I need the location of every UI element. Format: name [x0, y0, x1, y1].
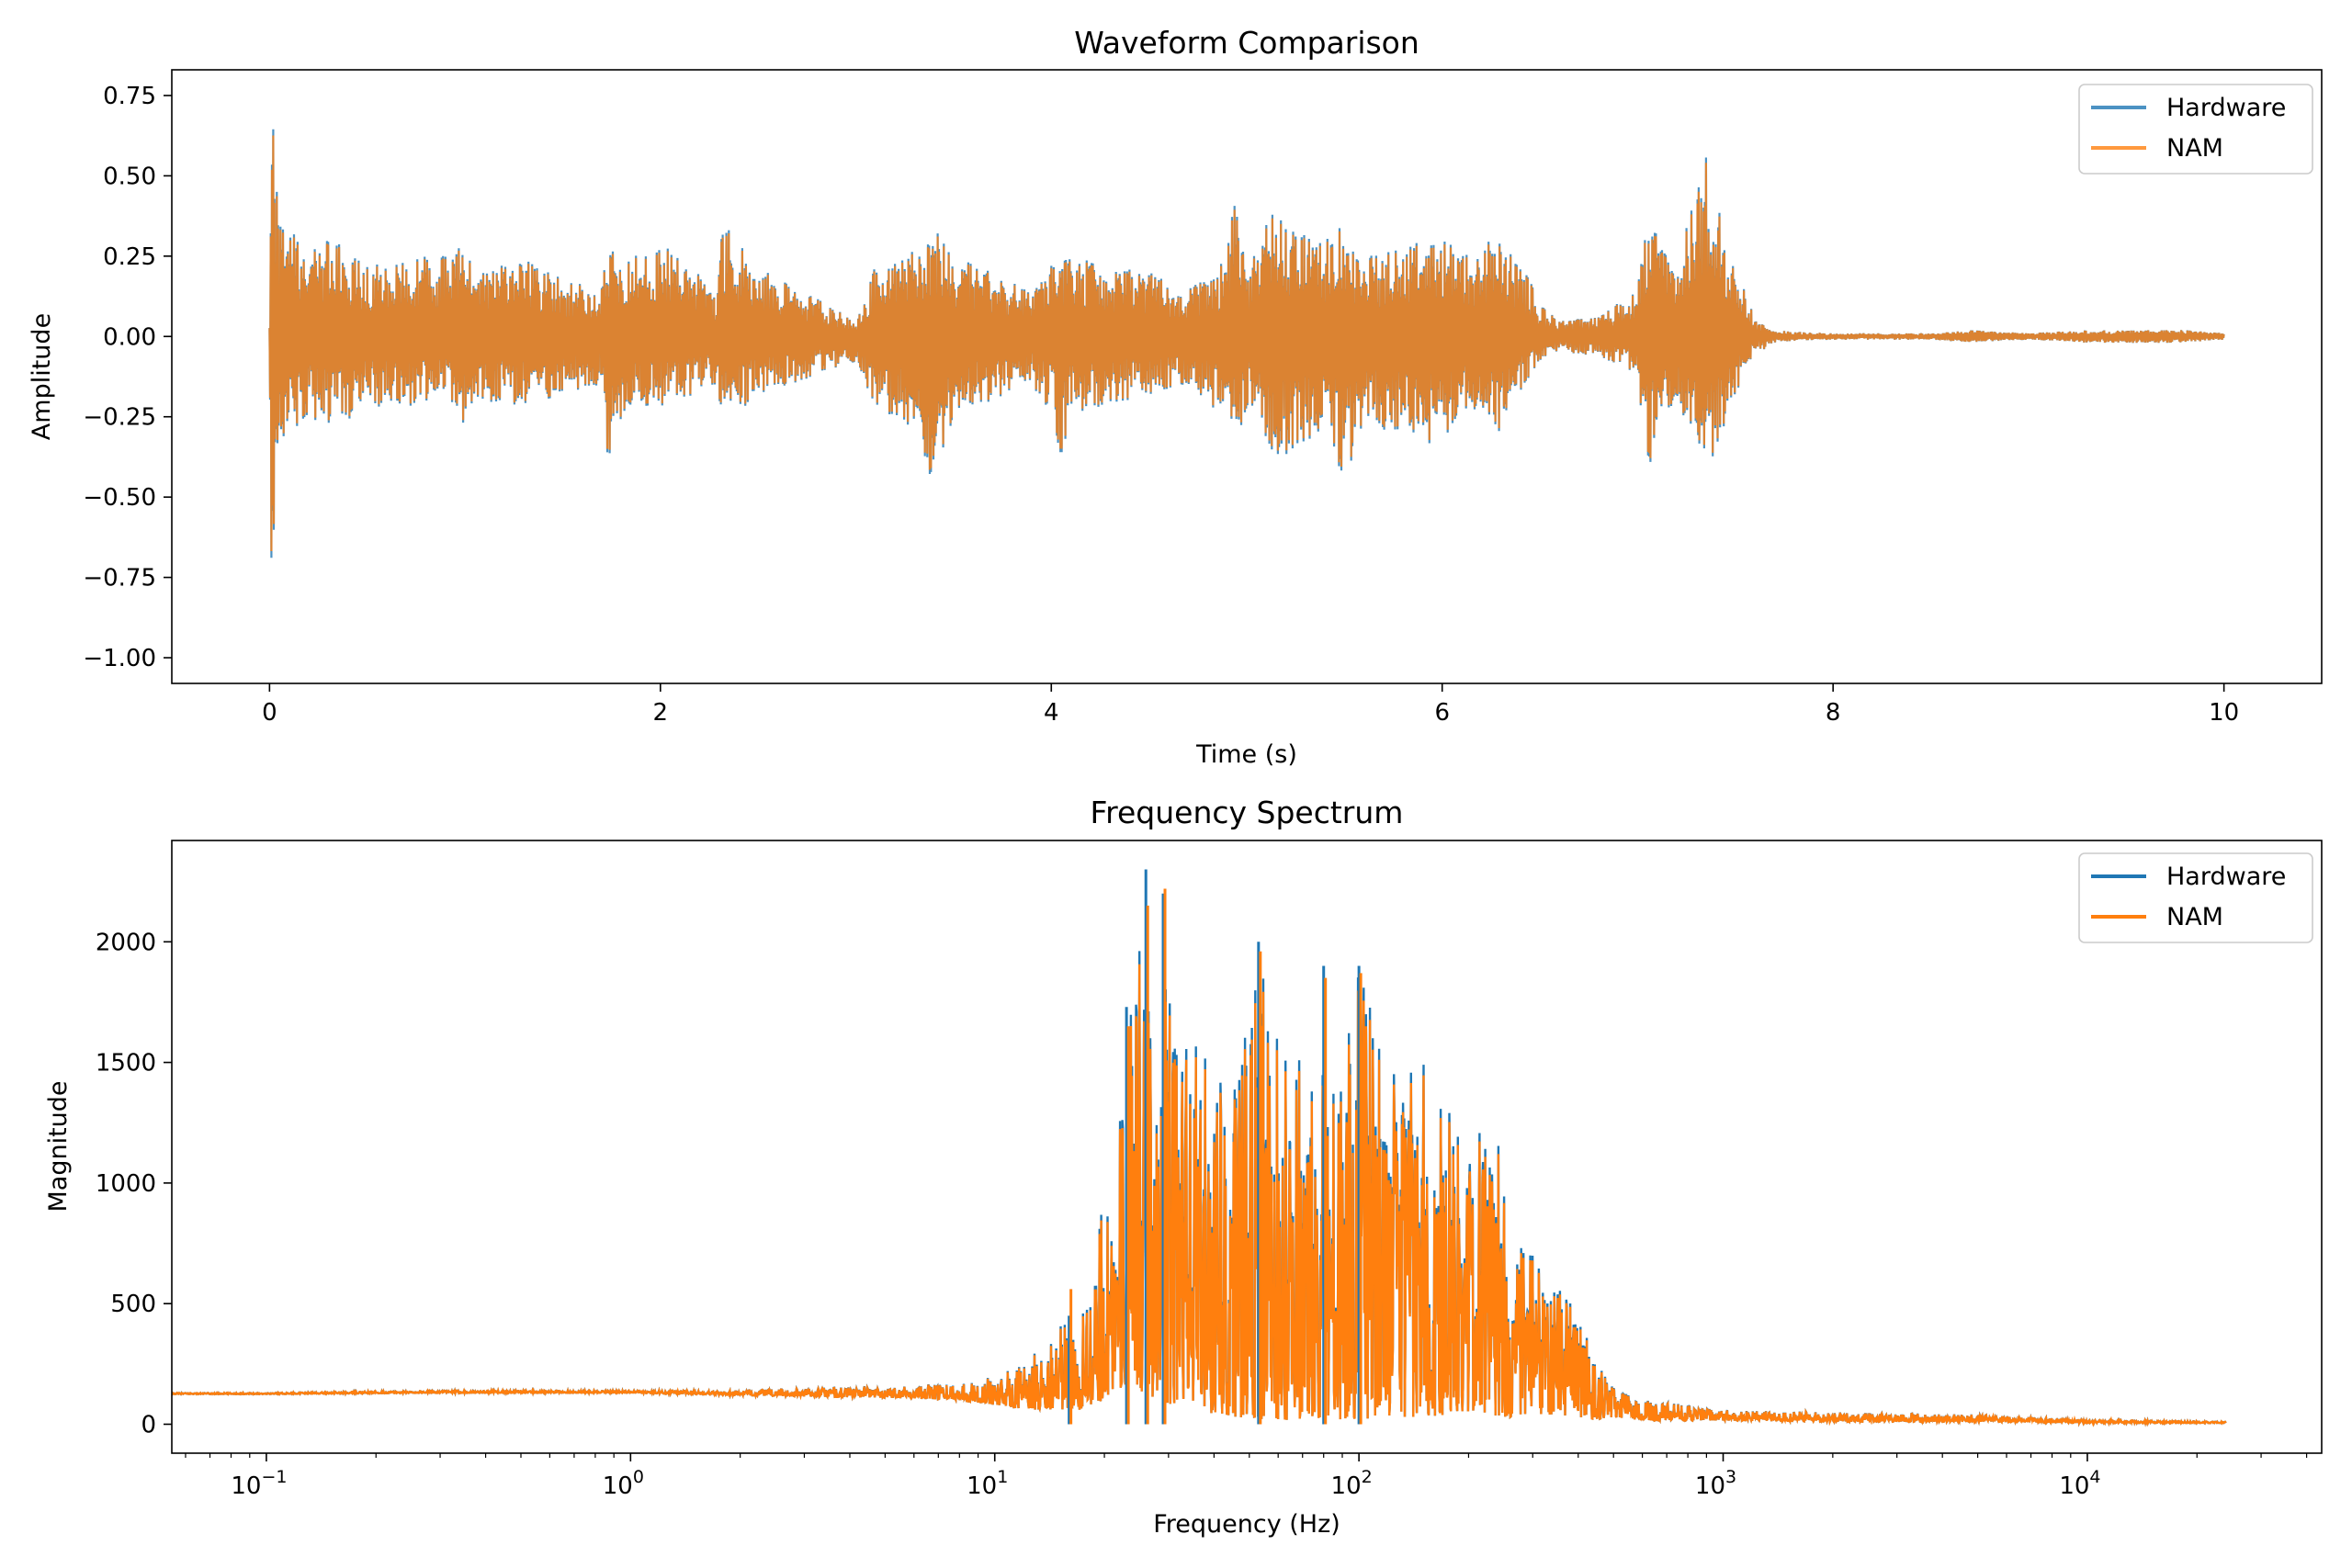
- waveform-x-tick-label: 4: [1044, 699, 1059, 727]
- spectrum-y-ticks: 0 500 1000 1500 2000: [96, 929, 172, 1438]
- waveform-x-tick-label: 8: [1826, 699, 1841, 727]
- spectrum-chart-title: Frequency Spectrum: [1091, 795, 1404, 830]
- spectrum-y-tick-label: 0: [141, 1411, 156, 1438]
- waveform-x-axis-label: Time (s): [1195, 740, 1297, 769]
- waveform-x-tick-label: 0: [262, 699, 277, 727]
- waveform-y-tick-label: 0.50: [103, 163, 156, 190]
- waveform-y-tick-label: 0.75: [103, 83, 156, 110]
- waveform-y-tick-label: −0.25: [83, 404, 156, 432]
- spectrum-x-tick-label: 102: [1331, 1467, 1373, 1500]
- waveform-y-tick-label: −1.00: [83, 645, 156, 672]
- waveform-x-tick-label: 6: [1434, 699, 1450, 727]
- spectrum-y-tick-label: 1000: [96, 1170, 156, 1198]
- spectrum-legend-nam-label: NAM: [2166, 903, 2223, 931]
- waveform-x-tick-label: 10: [2209, 699, 2239, 727]
- spectrum-chart: Frequency Spectrum 10−1 100 101 102 103 104 0…: [44, 795, 2323, 1539]
- waveform-y-tick-label: 0.00: [103, 323, 156, 351]
- waveform-nam-line: [268, 135, 2225, 552]
- spectrum-plot-area: [171, 869, 2227, 1427]
- spectrum-x-tick-label: 103: [1695, 1467, 1736, 1500]
- waveform-y-axis-label: Amplitude: [28, 313, 56, 440]
- waveform-axes-frame: [171, 69, 2323, 684]
- spectrum-y-axis-label: Magnitude: [44, 1080, 73, 1212]
- spectrum-y-tick-label: 1500: [96, 1050, 156, 1077]
- waveform-legend-nam-label: NAM: [2166, 134, 2223, 163]
- waveform-chart-title: Waveform Comparison: [1074, 25, 1419, 61]
- waveform-x-tick-label: 2: [653, 699, 669, 727]
- waveform-y-tick-label: 0.25: [103, 243, 156, 271]
- waveform-legend-hardware-label: Hardware: [2166, 94, 2286, 122]
- spectrum-axes-frame: [171, 840, 2323, 1454]
- spectrum-y-tick-label: 500: [110, 1291, 156, 1318]
- spectrum-x-ticks: 10−1 100 101 102 103 104: [185, 1453, 2308, 1500]
- waveform-plot-area: [268, 129, 2225, 558]
- spectrum-x-tick-label: 100: [603, 1467, 644, 1500]
- waveform-y-tick-label: −0.75: [83, 565, 156, 592]
- spectrum-x-axis-label: Frequency (Hz): [1153, 1510, 1340, 1539]
- spectrum-legend-hardware-label: Hardware: [2166, 863, 2286, 891]
- waveform-x-ticks: 0 2 4 6 8 10: [262, 683, 2239, 727]
- spectrum-y-tick-label: 2000: [96, 929, 156, 956]
- waveform-y-ticks: 0.75 0.50 0.25 0.00 −0.25 −0.50 −0.75 −1.00: [83, 83, 172, 672]
- spectrum-x-tick-label: 101: [967, 1467, 1008, 1500]
- waveform-y-tick-label: −0.50: [83, 484, 156, 512]
- waveform-chart: Waveform Comparison 0 2 4 6 8 10 0.75 0.50 0.25…: [28, 25, 2323, 769]
- spectrum-x-tick-label: 10−1: [231, 1467, 287, 1500]
- waveform-legend: Hardware NAM: [2078, 84, 2313, 175]
- spectrum-nam-line: [171, 964, 2227, 1427]
- spectrum-legend: Hardware NAM: [2078, 852, 2313, 943]
- spectrum-x-tick-label: 104: [2059, 1467, 2100, 1500]
